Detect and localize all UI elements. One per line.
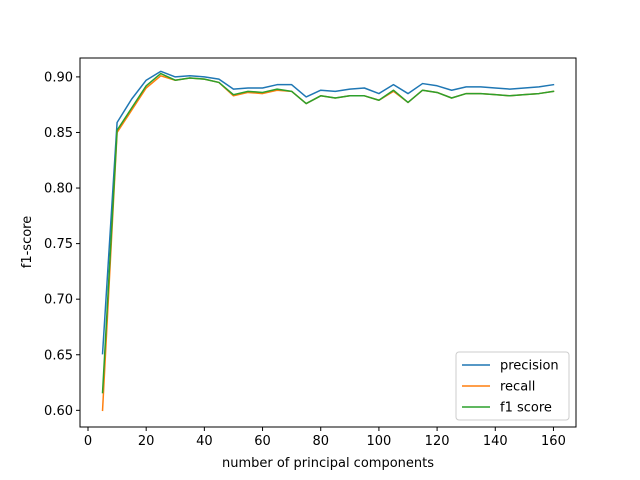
x-tick-label: 120: [425, 434, 450, 449]
ticks-layer: 0 20 40 60 80 100 120 140 160 0.60 0.65 0.70 0.75 0.8…: [44, 70, 566, 449]
y-tick-label: 0.75: [44, 237, 73, 252]
x-tick-label: 160: [541, 434, 566, 449]
legend-label: recall: [500, 380, 535, 395]
legend-label: f1 score: [500, 401, 552, 416]
series-line-precision: [101, 70, 555, 355]
y-tick-label: 0.80: [44, 182, 73, 197]
x-tick-label: 100: [366, 434, 391, 449]
x-tick-label: 0: [84, 434, 92, 449]
x-tick-label: 80: [312, 434, 329, 449]
plot-frame: [79, 57, 577, 428]
series-line-f1-score: [101, 72, 555, 394]
x-axis-label: number of principal components: [222, 456, 434, 471]
y-tick-label: 0.60: [44, 404, 73, 419]
y-axis-label: f1-score: [20, 216, 35, 268]
y-tick-label: 0.70: [44, 293, 73, 308]
legend-box: [455, 351, 570, 421]
series-layer: [101, 70, 555, 412]
x-tick-label: 60: [254, 434, 271, 449]
x-tick-label: 140: [483, 434, 508, 449]
y-tick-label: 0.90: [44, 70, 73, 85]
x-tick-label: 20: [138, 434, 155, 449]
legend-label: precision: [500, 359, 559, 374]
legend: precision recall f1 score: [455, 351, 570, 421]
y-tick-label: 0.65: [44, 348, 73, 363]
y-tick-label: 0.85: [44, 126, 73, 141]
x-tick-label: 40: [196, 434, 213, 449]
